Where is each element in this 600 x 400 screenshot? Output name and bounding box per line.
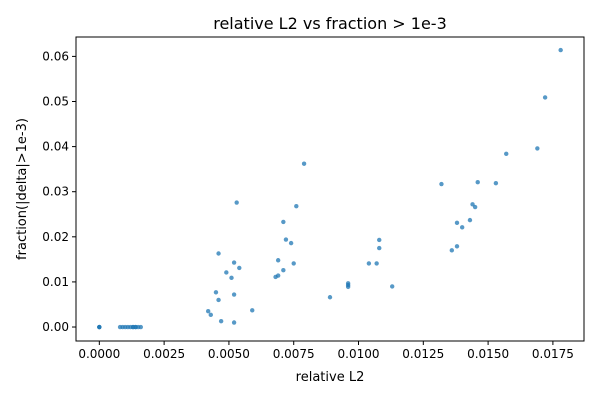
data-point (327, 295, 333, 300)
data-point (231, 320, 237, 325)
data-point (454, 220, 460, 226)
data-point (216, 251, 221, 256)
x-tick-label: 0.0025 (143, 347, 185, 361)
x-axis-ticks: 0.0000 0.0025 0.0050 0.0075 0.0100 0.0125 0.01… (78, 341, 574, 361)
data-point (377, 237, 382, 243)
data-point (291, 261, 296, 266)
data-point (229, 275, 234, 281)
data-point (231, 260, 237, 265)
x-tick-label: 0.0125 (402, 347, 444, 361)
data-point (454, 244, 460, 249)
data-point (374, 261, 379, 266)
data-point (216, 297, 221, 303)
data-point (281, 267, 286, 273)
y-tick-label: 0.04 (42, 140, 69, 154)
data-point (459, 225, 465, 230)
plot-frame (75, 36, 585, 342)
data-point (449, 248, 455, 253)
x-tick-label: 0.0075 (273, 347, 315, 361)
data-point (294, 203, 299, 209)
data-point (281, 219, 286, 225)
x-tick-label: 0.0000 (78, 347, 120, 361)
x-tick-label: 0.0100 (338, 347, 380, 361)
data-point (250, 308, 255, 313)
data-point (138, 324, 143, 330)
data-point (390, 284, 395, 289)
data-point (542, 95, 548, 100)
x-tick-label: 0.0150 (467, 347, 509, 361)
x-tick-label: 0.0050 (208, 347, 250, 361)
data-point (475, 180, 480, 185)
data-point (535, 146, 540, 151)
data-point (504, 151, 509, 157)
data-point (237, 265, 242, 271)
data-point (467, 217, 473, 223)
data-point (275, 273, 281, 278)
y-tick-label: 0.00 (42, 320, 69, 334)
data-point (366, 261, 372, 266)
data-point (213, 290, 219, 295)
data-point (208, 312, 213, 318)
chart-title: relative L2 vs fraction > 1e-3 (213, 14, 447, 33)
data-point (205, 309, 211, 314)
data-point (472, 204, 478, 210)
data-point (345, 281, 351, 286)
data-point (493, 180, 499, 186)
data-point (224, 270, 229, 275)
data-point (377, 245, 382, 251)
x-axis-label: relative L2 (296, 370, 365, 385)
data-point (439, 181, 444, 187)
x-tick-label: 0.0175 (532, 347, 574, 361)
y-tick-label: 0.05 (42, 94, 69, 108)
y-axis-ticks: 0.00 0.01 0.02 0.03 0.04 0.05 0.06 (42, 49, 76, 334)
data-point (231, 292, 237, 297)
data-point (234, 200, 239, 205)
data-point (275, 258, 281, 263)
data-point (558, 47, 563, 53)
data-point (283, 237, 289, 242)
data-points (97, 47, 563, 330)
data-point (301, 161, 307, 166)
data-point (218, 318, 224, 324)
data-point (288, 240, 294, 246)
y-tick-label: 0.06 (42, 49, 69, 63)
data-point (97, 324, 102, 330)
y-axis-label: fraction(|delta|>1e-3) (15, 118, 30, 260)
y-tick-label: 0.02 (42, 230, 69, 244)
y-tick-label: 0.01 (42, 275, 69, 289)
y-tick-label: 0.03 (42, 185, 69, 199)
